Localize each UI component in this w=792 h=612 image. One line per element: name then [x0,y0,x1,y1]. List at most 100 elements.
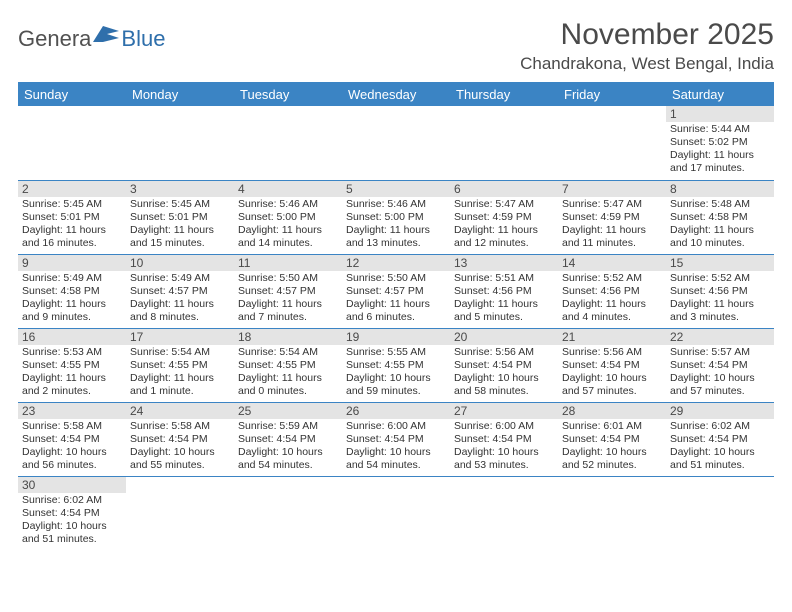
day-number: 26 [342,403,450,419]
calendar-cell: 24Sunrise: 5:58 AMSunset: 4:54 PMDayligh… [126,402,234,476]
daylight-text: Daylight: 11 hours and 12 minutes. [454,224,554,250]
calendar-cell-empty [558,476,666,550]
day-number: 8 [666,181,774,197]
sunrise-text: Sunrise: 5:45 AM [22,198,122,211]
sunrise-text: Sunrise: 5:59 AM [238,420,338,433]
sunrise-text: Sunrise: 5:57 AM [670,346,770,359]
daylight-text: Daylight: 11 hours and 15 minutes. [130,224,230,250]
sunrise-text: Sunrise: 6:00 AM [346,420,446,433]
day-number: 2 [18,181,126,197]
calendar-cell: 20Sunrise: 5:56 AMSunset: 4:54 PMDayligh… [450,328,558,402]
calendar-row: 30Sunrise: 6:02 AMSunset: 4:54 PMDayligh… [18,476,774,550]
daylight-text: Daylight: 10 hours and 58 minutes. [454,372,554,398]
day-details: Sunrise: 5:47 AMSunset: 4:59 PMDaylight:… [558,197,666,253]
sunset-text: Sunset: 5:00 PM [238,211,338,224]
daylight-text: Daylight: 11 hours and 2 minutes. [22,372,122,398]
sunset-text: Sunset: 4:54 PM [454,359,554,372]
day-number: 16 [18,329,126,345]
day-number: 23 [18,403,126,419]
day-details: Sunrise: 5:50 AMSunset: 4:57 PMDaylight:… [342,271,450,327]
sunset-text: Sunset: 4:54 PM [22,507,122,520]
day-number: 5 [342,181,450,197]
calendar-cell: 5Sunrise: 5:46 AMSunset: 5:00 PMDaylight… [342,180,450,254]
day-number: 10 [126,255,234,271]
sunset-text: Sunset: 4:54 PM [562,433,662,446]
logo-flag-icon [93,24,119,47]
day-details: Sunrise: 6:00 AMSunset: 4:54 PMDaylight:… [450,419,558,475]
daylight-text: Daylight: 10 hours and 56 minutes. [22,446,122,472]
calendar-row: 16Sunrise: 5:53 AM Sunset: 4:55 PM Dayligh… [18,328,774,402]
calendar-cell: 19Sunrise: 5:55 AMSunset: 4:55 PMDayligh… [342,328,450,402]
day-details: Sunrise: 5:56 AMSunset: 4:54 PMDaylight:… [558,345,666,401]
sunset-text: Sunset: 4:54 PM [22,433,122,446]
daylight-text: Daylight: 10 hours and 57 minutes. [562,372,662,398]
sunrise-text: Sunrise: 6:02 AM [670,420,770,433]
calendar-cell: 30Sunrise: 6:02 AMSunset: 4:54 PMDayligh… [18,476,126,550]
day-details: Sunrise: 5:52 AMSunset: 4:56 PMDaylight:… [558,271,666,327]
day-details: Sunrise: 5:47 AMSunset: 4:59 PMDaylight:… [450,197,558,253]
day-details: Sunrise: 6:01 AMSunset: 4:54 PMDaylight:… [558,419,666,475]
calendar-row: 2Sunrise: 5:45 AMSunset: 5:01 PMDaylight… [18,180,774,254]
day-number: 29 [666,403,774,419]
month-title: November 2025 [520,18,774,52]
daylight-text: Daylight: 10 hours and 51 minutes. [22,520,122,546]
sunset-text: Sunset: 4:57 PM [346,285,446,298]
sunset-text: Sunset: 4:56 PM [562,285,662,298]
sunset-text: Sunset: 4:54 PM [670,359,770,372]
day-number: 25 [234,403,342,419]
weekday-monday: Monday [126,83,234,107]
daylight-text: Daylight: 11 hours and 8 minutes. [130,298,230,324]
calendar-cell: 9Sunrise: 5:49 AMSunset: 4:58 PMDaylight… [18,254,126,328]
calendar-cell: 10Sunrise: 5:49 AMSunset: 4:57 PMDayligh… [126,254,234,328]
calendar-cell: 3Sunrise: 5:45 AMSunset: 5:01 PMDaylight… [126,180,234,254]
calendar-cell-empty [666,476,774,550]
day-details: Sunrise: 5:55 AMSunset: 4:55 PMDaylight:… [342,345,450,401]
calendar-cell: 18Sunrise: 5:54 AMSunset: 4:55 PMDayligh… [234,328,342,402]
header: Genera Blue November 2025 Chandrakona, W… [18,18,774,74]
sunrise-text: Sunrise: 5:47 AM [454,198,554,211]
daylight-text: Daylight: 10 hours and 51 minutes. [670,446,770,472]
daylight-text: Daylight: 10 hours and 57 minutes. [670,372,770,398]
day-details: Sunrise: 6:00 AMSunset: 4:54 PMDaylight:… [342,419,450,475]
calendar-cell: 4Sunrise: 5:46 AMSunset: 5:00 PMDaylight… [234,180,342,254]
sunrise-text: Sunrise: 5:58 AM [22,420,122,433]
sunrise-text: Sunrise: 5:52 AM [562,272,662,285]
calendar-cell: 21Sunrise: 5:56 AMSunset: 4:54 PMDayligh… [558,328,666,402]
day-details: Sunrise: 5:57 AMSunset: 4:54 PMDaylight:… [666,345,774,401]
day-number: 3 [126,181,234,197]
calendar-row: 9Sunrise: 5:49 AMSunset: 4:58 PMDaylight… [18,254,774,328]
sunset-text: Sunset: 4:54 PM [670,433,770,446]
sunrise-text: Sunrise: 5:55 AM [346,346,446,359]
day-details: Sunrise: 5:51 AMSunset: 4:56 PMDaylight:… [450,271,558,327]
calendar-cell: 29Sunrise: 6:02 AMSunset: 4:54 PMDayligh… [666,402,774,476]
sunrise-text: Sunrise: 5:47 AM [562,198,662,211]
sunrise-text: Sunrise: 5:49 AM [22,272,122,285]
sunrise-text: Sunrise: 5:53 AM [22,346,122,359]
daylight-text: Daylight: 11 hours and 13 minutes. [346,224,446,250]
daylight-text: Daylight: 11 hours and 3 minutes. [670,298,770,324]
weekday-header-row: Sunday Monday Tuesday Wednesday Thursday… [18,83,774,107]
calendar-cell: 13Sunrise: 5:51 AMSunset: 4:56 PMDayligh… [450,254,558,328]
day-number: 12 [342,255,450,271]
calendar-cell: 17Sunrise: 5:54 AMSunset: 4:55 PMDayligh… [126,328,234,402]
daylight-text: Daylight: 11 hours and 16 minutes. [22,224,122,250]
daylight-text: Daylight: 11 hours and 7 minutes. [238,298,338,324]
calendar-cell: 7Sunrise: 5:47 AMSunset: 4:59 PMDaylight… [558,180,666,254]
weekday-friday: Friday [558,83,666,107]
sunrise-text: Sunrise: 5:52 AM [670,272,770,285]
day-number: 28 [558,403,666,419]
daylight-text: Daylight: 11 hours and 6 minutes. [346,298,446,324]
calendar-cell-empty [450,476,558,550]
title-block: November 2025 Chandrakona, West Bengal, … [520,18,774,74]
sunset-text: Sunset: 4:55 PM [130,359,230,372]
sunrise-text: Sunrise: 5:54 AM [130,346,230,359]
sunset-text: Sunset: 4:59 PM [562,211,662,224]
day-details: Sunrise: 5:49 AMSunset: 4:58 PMDaylight:… [18,271,126,327]
calendar-cell: 27Sunrise: 6:00 AMSunset: 4:54 PMDayligh… [450,402,558,476]
sunrise-text: Sunrise: 5:51 AM [454,272,554,285]
day-number: 30 [18,477,126,493]
day-details: Sunrise: 5:49 AMSunset: 4:57 PMDaylight:… [126,271,234,327]
calendar-cell: 16Sunrise: 5:53 AMSunset: 4:55 PMDayligh… [18,328,126,402]
sunset-text: Sunset: 4:59 PM [454,211,554,224]
day-details: Sunrise: 5:50 AMSunset: 4:57 PMDaylight:… [234,271,342,327]
